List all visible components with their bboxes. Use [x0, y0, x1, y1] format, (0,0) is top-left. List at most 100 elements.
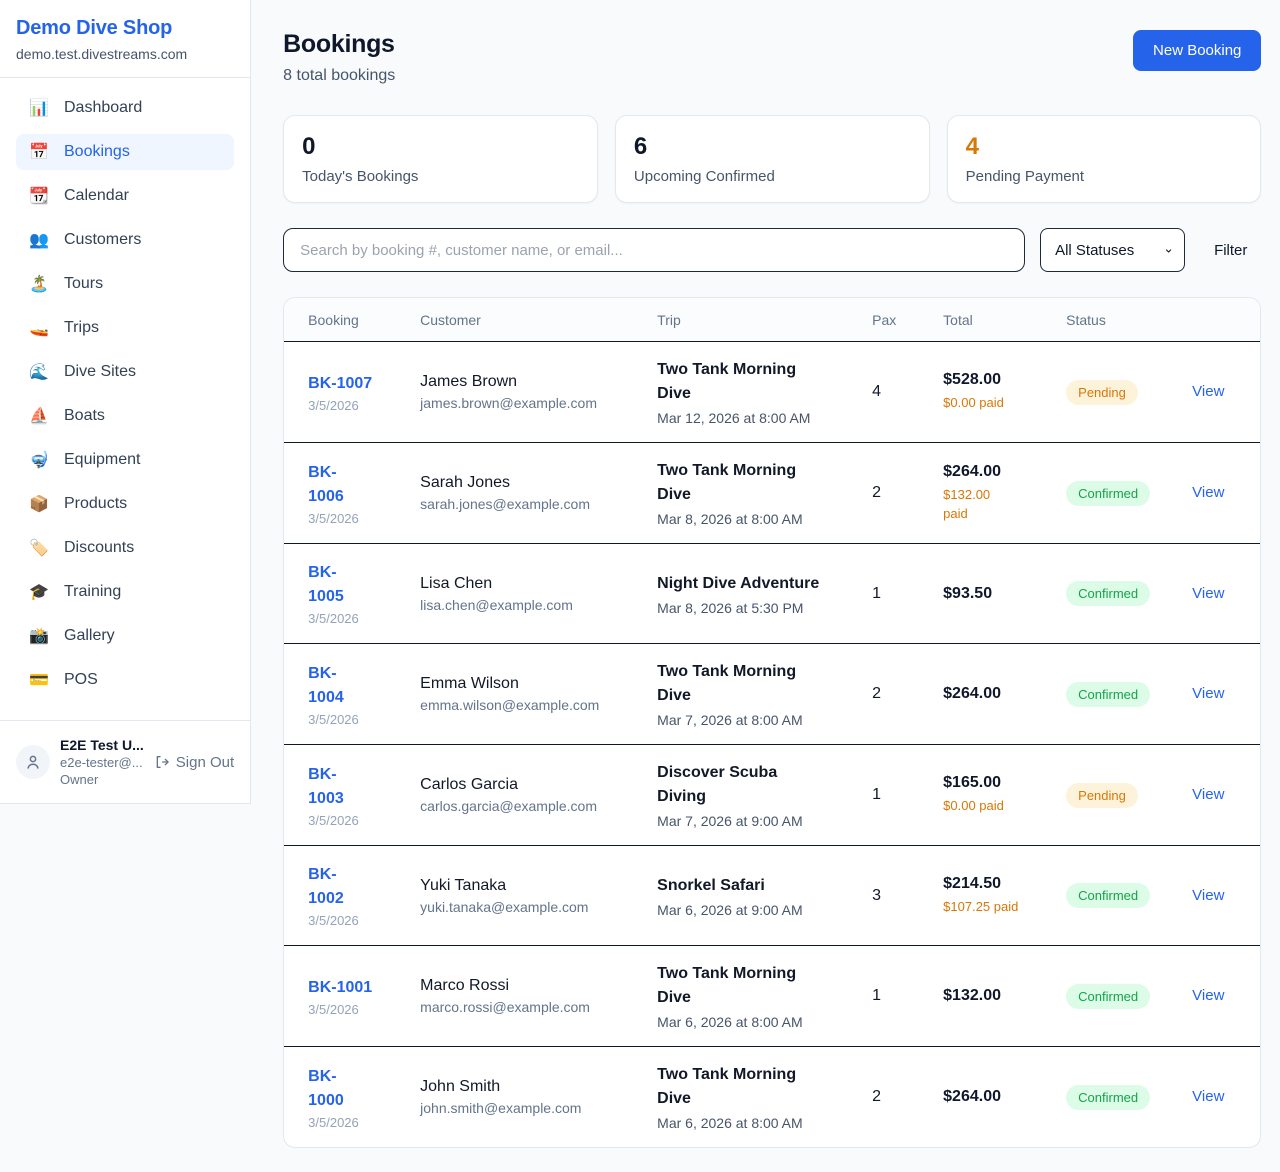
sidebar-item-label: Products: [64, 495, 128, 512]
customer-cell: Yuki Tanaka yuki.tanaka@example.com: [420, 877, 657, 915]
booking-id-link[interactable]: BK- 1006: [308, 463, 344, 505]
total-cell: $528.00 $0.00 paid: [943, 371, 1066, 413]
label-tag-icon: 🏷️: [29, 540, 49, 557]
column-header-customer: Customer: [420, 311, 481, 328]
status-cell: Confirmed: [1066, 983, 1192, 1009]
customer-email: sarah.jones@example.com: [420, 496, 591, 512]
booking-date: 3/5/2026: [308, 1114, 359, 1130]
trip-datetime: Mar 8, 2026 at 5:30 PM: [657, 599, 804, 616]
booking-id-link[interactable]: BK- 1005: [308, 564, 344, 605]
customer-cell: Emma Wilson emma.wilson@example.com: [420, 675, 657, 713]
sidebar-item-label: Customers: [64, 231, 142, 248]
status-badge: Confirmed: [1066, 883, 1151, 908]
customer-email: john.smith@example.com: [420, 1100, 582, 1116]
status-badge: Confirmed: [1066, 681, 1151, 707]
view-cell: View: [1192, 987, 1236, 1005]
view-link[interactable]: View: [1192, 786, 1225, 803]
view-cell: View: [1192, 887, 1236, 905]
trip-name: Discover Scuba Diving: [657, 764, 778, 805]
sign-out-icon: [156, 756, 169, 768]
sidebar-item-label: Boats: [64, 407, 105, 424]
new-booking-button[interactable]: New Booking: [1133, 30, 1262, 71]
camera-flash-icon: 📸: [29, 628, 49, 645]
view-link[interactable]: View: [1192, 685, 1225, 702]
status-filter-select[interactable]: All Statuses: [1040, 228, 1186, 272]
search-input[interactable]: [283, 228, 1026, 272]
booking-id-link[interactable]: BK- 1004: [308, 664, 344, 706]
page-header-text: Bookings 8 total bookings: [283, 30, 395, 85]
sidebar-nav: 📊 Dashboard 📅 Bookings 📆 Calendar 👥 Customers 🏝️…: [0, 78, 250, 718]
sidebar-item-dashboard[interactable]: 📊 Dashboard: [16, 90, 234, 126]
status-badge: Confirmed: [1066, 480, 1151, 506]
view-link[interactable]: View: [1192, 987, 1225, 1004]
customer-email: marco.rossi@example.com: [420, 999, 590, 1015]
customer-cell: John Smith john.smith@example.com: [420, 1078, 657, 1116]
view-cell: View: [1192, 1088, 1236, 1106]
customer-name: Lisa Chen: [420, 574, 493, 592]
sidebar-item-trips[interactable]: 🚤 Trips: [16, 310, 234, 346]
shop-name: Demo Dive Shop: [16, 17, 173, 39]
stats-row: 0 Today's Bookings 6 Upcoming Confirmed 4 Pen…: [283, 115, 1262, 203]
total-amount: $93.50: [943, 584, 993, 602]
sign-out-button[interactable]: Sign Out: [154, 754, 234, 771]
view-link[interactable]: View: [1192, 1088, 1225, 1105]
sidebar-item-calendar[interactable]: 📆 Calendar: [16, 178, 234, 214]
trip-name: Snorkel Safari: [657, 876, 765, 894]
total-amount: $264.00: [943, 1088, 1001, 1105]
filter-button[interactable]: Filter: [1200, 242, 1261, 259]
sidebar-item-training[interactable]: 🎓 Training: [16, 574, 234, 610]
view-link[interactable]: View: [1192, 484, 1225, 501]
booking-date: 3/5/2026: [308, 1001, 359, 1017]
customer-name: Marco Rossi: [420, 977, 510, 994]
view-link[interactable]: View: [1192, 383, 1225, 400]
total-amount: $528.00: [943, 371, 1001, 389]
controls-row: All Statuses ⌄ Filter: [283, 228, 1261, 272]
sidebar-item-boats[interactable]: ⛵ Boats: [16, 398, 234, 434]
sidebar-item-equipment[interactable]: 🤿 Equipment: [16, 442, 234, 478]
sidebar-item-discounts[interactable]: 🏷️ Discounts: [16, 530, 234, 566]
booking-id-link[interactable]: BK-1007: [308, 374, 373, 392]
booking-id-link[interactable]: BK- 1003: [308, 765, 344, 807]
sidebar-item-dive-sites[interactable]: 🌊 Dive Sites: [16, 354, 234, 390]
table-row: BK- 1006 3/5/2026 Sarah Jones sarah.jones@e…: [284, 443, 1261, 544]
customer-name: Emma Wilson: [420, 675, 519, 692]
sidebar-item-pos[interactable]: 💳 POS: [16, 662, 234, 698]
sidebar-item-label: Tours: [64, 275, 104, 292]
booking-date: 3/5/2026: [308, 397, 359, 413]
status-cell: Confirmed: [1066, 1084, 1192, 1110]
status-badge: Confirmed: [1066, 581, 1151, 606]
booking-id-link[interactable]: BK- 1002: [308, 866, 344, 907]
trip-datetime: Mar 8, 2026 at 8:00 AM: [657, 511, 803, 527]
view-cell: View: [1192, 685, 1236, 703]
status-filter-wrap: All Statuses ⌄: [1040, 228, 1186, 272]
booking-cell: BK- 1000 3/5/2026: [308, 1065, 420, 1130]
view-link[interactable]: View: [1192, 584, 1225, 602]
sidebar-item-label: Trips: [64, 319, 99, 336]
trip-cell: Two Tank Morning Dive Mar 12, 2026 at 8:0…: [657, 358, 872, 426]
status-cell: Pending: [1066, 379, 1192, 405]
trip-name: Two Tank Morning Dive: [657, 663, 797, 704]
graduation-cap-icon: 🎓: [29, 584, 49, 601]
sidebar-item-bookings[interactable]: 📅 Bookings: [16, 134, 235, 170]
view-cell: View: [1192, 786, 1236, 804]
sidebar-item-gallery[interactable]: 📸 Gallery: [16, 618, 234, 654]
customer-cell: Marco Rossi marco.rossi@example.com: [420, 977, 657, 1015]
booking-cell: BK-1007 3/5/2026: [308, 372, 420, 413]
trip-cell: Two Tank Morning Dive Mar 8, 2026 at 8:00…: [657, 459, 872, 527]
column-header-booking: Booking: [308, 311, 359, 328]
trip-datetime: Mar 7, 2026 at 9:00 AM: [657, 813, 803, 829]
booking-id-link[interactable]: BK-1001: [308, 978, 373, 996]
user-icon: [27, 755, 39, 769]
trip-cell: Two Tank Morning Dive Mar 7, 2026 at 8:00…: [657, 660, 872, 728]
sidebar-item-customers[interactable]: 👥 Customers: [16, 222, 234, 258]
status-cell: Confirmed: [1066, 480, 1192, 506]
view-link[interactable]: View: [1192, 886, 1225, 904]
sidebar-item-label: Bookings: [64, 143, 130, 160]
booking-cell: BK- 1002 3/5/2026: [308, 863, 420, 928]
sidebar-item-products[interactable]: 📦 Products: [16, 486, 234, 522]
package-icon: 📦: [29, 496, 49, 513]
page-title: Bookings: [283, 30, 395, 58]
status-badge: Pending: [1066, 782, 1138, 808]
booking-id-link[interactable]: BK- 1000: [308, 1067, 344, 1109]
sidebar-item-tours[interactable]: 🏝️ Tours: [16, 266, 234, 302]
